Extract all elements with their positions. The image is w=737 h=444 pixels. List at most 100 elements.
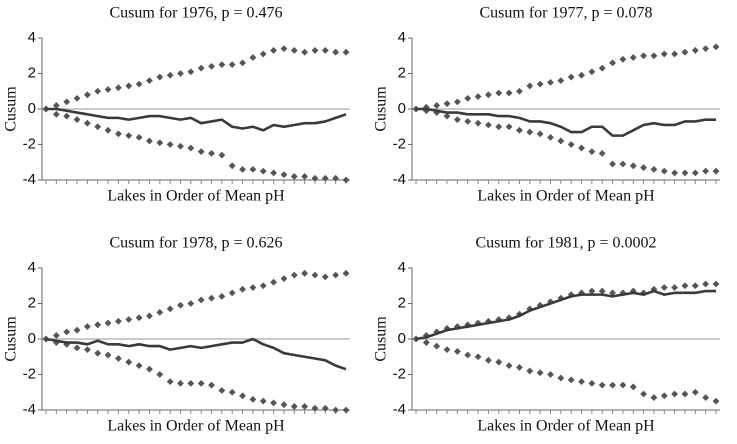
panel-title: Cusum for 1976, p = 0.476 xyxy=(109,5,282,22)
data-point xyxy=(702,394,710,401)
data-point xyxy=(73,116,81,124)
data-point xyxy=(270,278,277,286)
data-point xyxy=(249,165,257,173)
y-tick-label: -4 xyxy=(23,401,36,418)
data-point xyxy=(166,305,174,313)
data-point xyxy=(342,269,350,277)
data-point xyxy=(712,43,720,51)
data-point xyxy=(691,47,699,54)
data-point xyxy=(671,284,679,291)
panel-title: Cusum for 1981, p = 0.0002 xyxy=(475,235,656,252)
y-tick-label: 0 xyxy=(398,100,406,117)
data-point xyxy=(505,89,513,97)
y-tick-label: 0 xyxy=(28,330,36,347)
data-point xyxy=(135,362,143,370)
data-point xyxy=(146,77,153,84)
data-point xyxy=(629,54,637,61)
cusum-line xyxy=(415,289,716,341)
data-point xyxy=(660,50,668,58)
data-point xyxy=(536,130,544,138)
data-point xyxy=(609,59,616,67)
data-point xyxy=(660,167,668,175)
data-point xyxy=(259,50,267,58)
data-point xyxy=(73,344,81,352)
data-point xyxy=(135,134,143,141)
data-point xyxy=(239,165,246,173)
data-point xyxy=(63,112,71,120)
y-tick-label: 4 xyxy=(398,29,406,46)
data-point xyxy=(125,358,133,366)
data-point xyxy=(228,289,236,297)
cusum-line xyxy=(45,337,347,371)
data-point xyxy=(505,362,513,370)
data-point xyxy=(166,141,174,148)
data-point xyxy=(536,369,544,377)
data-point xyxy=(218,151,226,159)
data-point xyxy=(691,282,699,290)
data-point xyxy=(526,128,534,136)
data-point xyxy=(94,123,102,131)
data-point xyxy=(208,149,215,157)
data-point xyxy=(702,280,710,288)
data-point xyxy=(332,174,340,182)
data-point xyxy=(578,378,585,385)
data-point xyxy=(187,68,195,76)
data-point xyxy=(342,176,350,184)
data-point xyxy=(311,47,319,54)
data-point xyxy=(270,399,277,407)
cusum-line xyxy=(416,107,716,137)
data-point xyxy=(146,137,153,145)
data-point xyxy=(712,280,720,288)
y-tick-label: 2 xyxy=(28,64,36,81)
data-point xyxy=(290,47,298,54)
data-point xyxy=(567,73,575,81)
data-point xyxy=(691,388,699,396)
data-point xyxy=(73,94,81,102)
y-tick-label: 2 xyxy=(398,64,406,81)
data-point xyxy=(619,160,627,168)
data-point xyxy=(125,132,133,140)
data-point xyxy=(218,387,226,394)
data-point xyxy=(474,119,482,127)
data-point xyxy=(197,379,205,387)
data-point xyxy=(567,376,575,384)
data-point xyxy=(177,142,184,150)
data-point xyxy=(197,64,205,72)
data-point xyxy=(526,367,534,375)
data-point xyxy=(290,271,298,279)
y-tick-label: 2 xyxy=(398,294,406,311)
data-point xyxy=(104,319,112,327)
data-point xyxy=(681,282,689,290)
y-tick-label: -2 xyxy=(23,365,36,382)
data-point xyxy=(115,317,122,325)
data-point xyxy=(536,80,544,88)
data-point xyxy=(270,47,277,54)
data-point xyxy=(660,284,668,291)
data-point xyxy=(104,351,112,359)
data-point xyxy=(259,282,267,290)
data-point xyxy=(52,102,60,109)
data-point xyxy=(166,378,174,385)
data-point xyxy=(301,269,309,277)
data-point xyxy=(443,100,451,108)
data-point xyxy=(208,294,215,302)
data-point xyxy=(125,316,133,323)
data-point xyxy=(433,102,441,109)
data-point xyxy=(249,395,257,403)
data-point xyxy=(125,82,133,90)
data-point xyxy=(73,326,81,334)
data-point xyxy=(94,349,102,357)
data-point xyxy=(301,48,309,56)
data-point xyxy=(671,390,679,398)
data-point xyxy=(177,70,184,77)
data-point xyxy=(629,162,637,170)
data-point xyxy=(290,173,298,180)
data-point xyxy=(474,353,482,361)
data-point xyxy=(218,61,226,69)
data-point xyxy=(516,126,523,134)
data-point xyxy=(609,160,616,168)
data-point xyxy=(280,275,288,283)
x-axis-label: Lakes in Order of Mean pH xyxy=(477,188,655,205)
data-point xyxy=(280,401,288,409)
data-point xyxy=(485,356,492,364)
